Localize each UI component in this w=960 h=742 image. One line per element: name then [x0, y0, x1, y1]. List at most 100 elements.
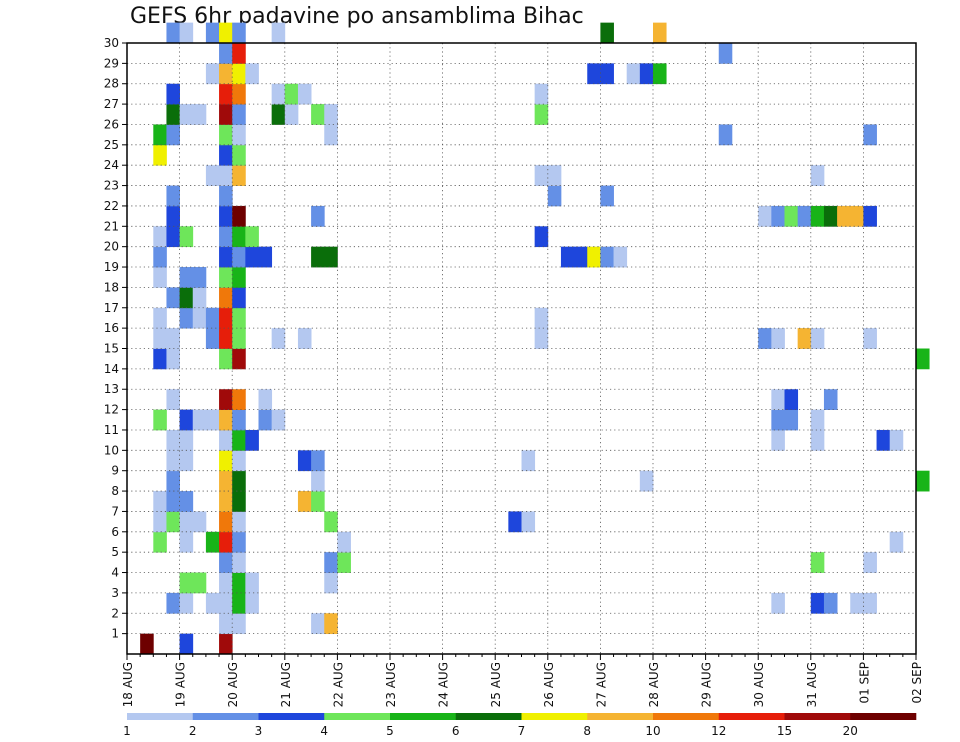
- y-tick-label: 29: [104, 56, 119, 70]
- heatmap-cell: [850, 592, 864, 614]
- heatmap-cell: [337, 552, 351, 573]
- heatmap-cell: [297, 491, 312, 512]
- heatmap-cell: [179, 267, 194, 288]
- heatmap-cell: [232, 63, 246, 85]
- y-tick-label: 6: [111, 525, 119, 539]
- heatmap-cell: [534, 165, 549, 186]
- heatmap-cell: [771, 328, 785, 349]
- y-tick-label: 18: [104, 280, 119, 294]
- heatmap-cell: [219, 633, 233, 655]
- heatmap-cell: [219, 144, 233, 166]
- heatmap-cell: [337, 531, 351, 553]
- heatmap-cell: [823, 205, 838, 227]
- colorbar-label: 20: [843, 724, 858, 738]
- y-tick-label: 4: [111, 566, 119, 580]
- heatmap-cell: [219, 246, 233, 268]
- heatmap-cell: [311, 450, 325, 472]
- heatmap-cell: [521, 511, 536, 533]
- x-tick-label: 24 AUG: [437, 662, 451, 707]
- heatmap-cell: [311, 491, 325, 512]
- heatmap-cell: [718, 43, 733, 64]
- heatmap-cell: [219, 491, 233, 512]
- x-tick-label: 31 AUG: [805, 662, 819, 707]
- heatmap-cell: [232, 307, 246, 329]
- heatmap-cell: [245, 572, 259, 594]
- heatmap-cell: [219, 552, 233, 573]
- heatmap-cell: [324, 124, 338, 146]
- heatmap-cell: [863, 328, 877, 349]
- heatmap-cell: [284, 83, 299, 105]
- grid-lines: [127, 43, 916, 654]
- heatmap-cell: [219, 429, 233, 451]
- heatmap-cell: [232, 348, 246, 370]
- colorbar: 1 2 3 4 5 6 7 8 10 12 15 20: [123, 713, 917, 738]
- heatmap-cell: [192, 409, 207, 431]
- heatmap-cell: [205, 592, 220, 614]
- x-tick-label: 27 AUG: [594, 662, 608, 707]
- x-tick-label: 25 AUG: [489, 662, 503, 707]
- heatmap-cell: [179, 592, 194, 614]
- heatmap-cell: [166, 389, 180, 410]
- heatmap-cell: [311, 470, 325, 492]
- heatmap-cell: [916, 470, 930, 492]
- heatmap-cell: [653, 22, 667, 44]
- heatmap-cell: [166, 470, 180, 492]
- heatmap-cell: [166, 511, 180, 533]
- heatmap-cell: [232, 491, 246, 512]
- y-tick-label: 9: [111, 464, 119, 478]
- heatmap-cell: [153, 307, 167, 329]
- heatmap-cell: [245, 246, 259, 268]
- y-tick-label: 15: [104, 342, 119, 356]
- y-tick-label: 10: [104, 443, 119, 457]
- x-tick-label: 19 AUG: [174, 662, 188, 707]
- heatmap-cell: [219, 43, 233, 64]
- colorbar-segment: [850, 713, 917, 720]
- heatmap-cell: [810, 328, 825, 349]
- heatmap-cell: [219, 307, 233, 329]
- heatmap-cell: [771, 592, 785, 614]
- heatmap-cell: [258, 409, 273, 431]
- y-tick-label: 11: [104, 423, 119, 437]
- colorbar-segment: [521, 713, 588, 720]
- heatmap-cell: [324, 511, 338, 533]
- heatmap-cell: [232, 429, 246, 451]
- y-tick-label: 21: [104, 219, 119, 233]
- heatmap-cell: [600, 22, 614, 44]
- heatmap-cell: [166, 328, 180, 349]
- heatmap-cell: [311, 104, 325, 125]
- heatmap-cell: [219, 22, 233, 44]
- y-tick-label: 27: [104, 97, 119, 111]
- x-axis: 18 AUG 19 AUG 20 AUG 21 AUG 22 AUG 23 AUG 24 A…: [121, 654, 924, 707]
- heatmap-cell: [863, 552, 877, 573]
- heatmap-cell: [850, 205, 864, 227]
- y-axis: 1234567891011121314151617181920212223242…: [104, 36, 127, 641]
- heatmap-cell: [232, 613, 246, 635]
- heatmap-cell: [284, 104, 299, 125]
- heatmap-cell: [324, 572, 338, 594]
- heatmap-cell: [232, 246, 246, 268]
- heatmap-cell: [784, 389, 799, 410]
- y-tick-label: 2: [111, 606, 119, 620]
- heatmap-cell: [205, 22, 220, 44]
- heatmap-cell: [219, 470, 233, 492]
- heatmap-cell: [232, 470, 246, 492]
- heatmap-cell: [219, 287, 233, 309]
- heatmap-cell: [166, 592, 180, 614]
- x-tick-label: 02 SEP: [910, 662, 924, 704]
- y-tick-label: 5: [111, 545, 119, 559]
- heatmap-cell: [205, 63, 220, 85]
- heatmap-cell: [574, 246, 588, 268]
- heatmap-cells: [140, 22, 930, 655]
- heatmap-cell: [179, 22, 194, 44]
- heatmap-cell: [219, 450, 233, 472]
- heatmap-cell: [271, 328, 286, 349]
- heatmap-cell: [626, 63, 641, 85]
- heatmap-cell: [205, 165, 220, 186]
- heatmap-cell: [232, 43, 246, 64]
- heatmap-cell: [219, 124, 233, 146]
- heatmap-cell: [232, 124, 246, 146]
- heatmap-cell: [311, 613, 325, 635]
- y-tick-label: 8: [111, 484, 119, 498]
- heatmap-cell: [166, 450, 180, 472]
